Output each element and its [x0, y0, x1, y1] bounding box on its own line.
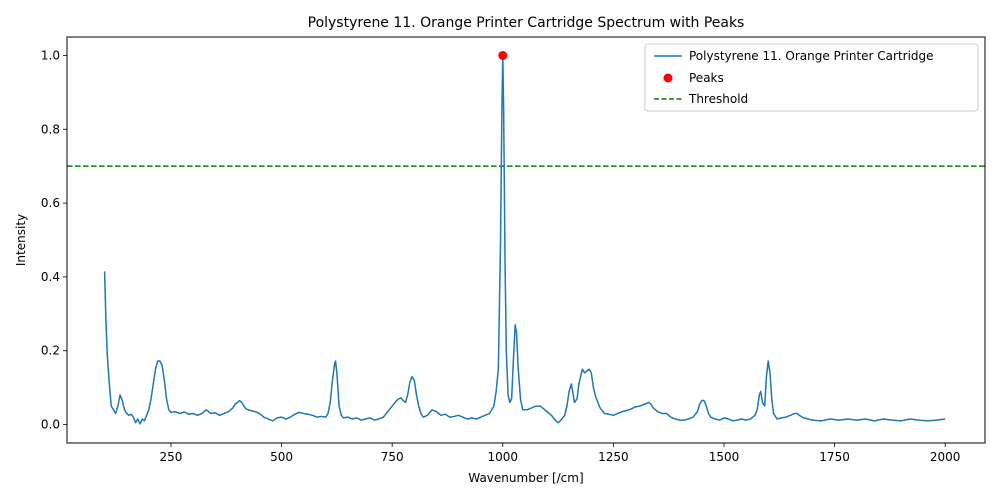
series-layer [103, 54, 946, 425]
y-tick-label: 0.0 [41, 418, 60, 432]
spectrum-line [103, 54, 946, 425]
y-axis-title: Intensity [14, 214, 28, 266]
chart-title: Polystyrene 11. Orange Printer Cartridge… [308, 15, 745, 31]
y-tick-label: 0.2 [41, 344, 60, 358]
y-axis: 0.0 0.2 0.4 0.6 0.8 1.0 [41, 48, 67, 432]
legend-box [644, 43, 979, 112]
x-tick-label: 500 [270, 450, 293, 464]
legend-label-peaks: Peaks [689, 71, 724, 85]
plot-frame [66, 36, 986, 444]
x-tick-label: 250 [160, 450, 183, 464]
y-tick-label: 1.0 [41, 48, 60, 62]
legend-label-threshold: Threshold [688, 92, 748, 106]
peak-marker [498, 50, 508, 60]
peak-layer [498, 50, 508, 60]
x-tick-label: 750 [381, 450, 404, 464]
x-tick-label: 2000 [930, 450, 961, 464]
x-tick-label: 1750 [819, 450, 850, 464]
x-tick-label: 1250 [598, 450, 629, 464]
x-tick-label: 1500 [709, 450, 740, 464]
y-tick-label: 0.8 [41, 122, 60, 136]
x-axis-title: Wavenumber [/cm] [468, 471, 583, 485]
y-tick-label: 0.6 [41, 196, 60, 210]
legend-peak-swatch [663, 73, 673, 83]
x-axis: 250 500 750 1000 1250 1500 1750 2000 [160, 443, 961, 464]
legend: Polystyrene 11. Orange Printer Cartridge… [644, 43, 979, 112]
y-tick-label: 0.4 [41, 270, 60, 284]
legend-label-spectrum: Polystyrene 11. Orange Printer Cartridge [689, 49, 934, 63]
x-tick-label: 1000 [488, 450, 519, 464]
